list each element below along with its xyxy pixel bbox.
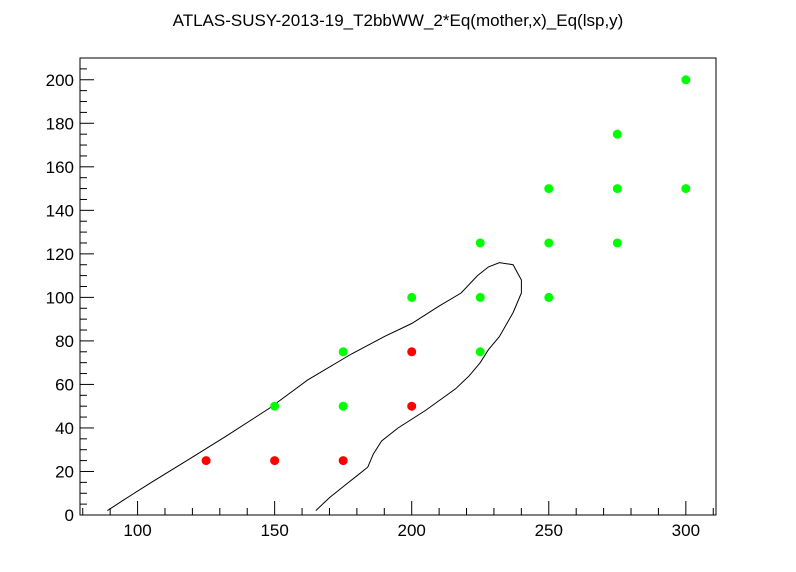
y-tick-label: 100 [46,288,74,307]
green-point [612,129,622,139]
y-tick-label: 140 [46,201,74,220]
y-tick-label: 160 [46,158,74,177]
green-point [270,401,280,411]
green-point [338,401,348,411]
green-point [475,347,485,357]
chart-title: ATLAS-SUSY-2013-19_T2bbWW_2*Eq(mother,x)… [173,11,624,30]
y-tick-label: 20 [55,462,74,481]
green-point [681,75,691,85]
green-point [612,238,622,248]
y-tick-label: 180 [46,114,74,133]
green-point [338,347,348,357]
y-tick-label: 200 [46,71,74,90]
x-tick-label: 300 [672,521,700,540]
y-tick-label: 40 [55,419,74,438]
exclusion-contour [107,262,522,512]
red-point [338,456,348,466]
x-tick-label: 250 [535,521,563,540]
red-point [407,401,417,411]
x-tick-label: 150 [260,521,288,540]
y-tick-label: 80 [55,332,74,351]
green-point [612,184,622,194]
red-point [270,456,280,466]
y-tick-label: 120 [46,245,74,264]
red-point [201,456,211,466]
plot-frame [79,57,717,516]
x-tick-label: 200 [398,521,426,540]
green-point [544,292,554,302]
y-tick-label: 60 [55,375,74,394]
green-point [544,238,554,248]
green-point [475,292,485,302]
green-point [407,292,417,302]
green-point [544,184,554,194]
green-point [475,238,485,248]
y-tick-label: 0 [65,506,74,525]
green-point [681,184,691,194]
x-tick-label: 100 [123,521,151,540]
red-point [407,347,417,357]
